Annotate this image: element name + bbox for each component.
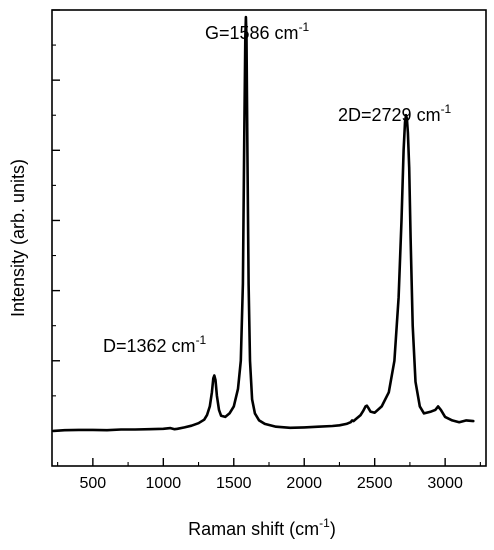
x-tick-label: 2500 [357, 475, 393, 492]
ticks-layer [52, 9, 481, 466]
annotation-g-peak: G=1586 cm-1 [205, 20, 310, 43]
spectrum-line [52, 15, 475, 433]
x-axis-label: Raman shift (cm-1) [188, 516, 336, 539]
x-tick-label: 500 [80, 475, 107, 492]
series-layer [52, 15, 475, 433]
x-tick-label: 1000 [146, 475, 182, 492]
annotation-d-peak: D=1362 cm-1 [103, 333, 207, 356]
annotation-2d-peak: 2D=2729 cm-1 [338, 102, 452, 125]
y-axis-label: Intensity (arb. units) [8, 159, 28, 317]
x-tick-label: 1500 [216, 475, 252, 492]
tick-labels-layer: 500 1000 1500 2000 2500 3000 [80, 475, 464, 492]
plot-frame [51, 9, 487, 467]
x-tick-label: 3000 [427, 475, 463, 492]
x-tick-label: 2000 [286, 475, 322, 492]
